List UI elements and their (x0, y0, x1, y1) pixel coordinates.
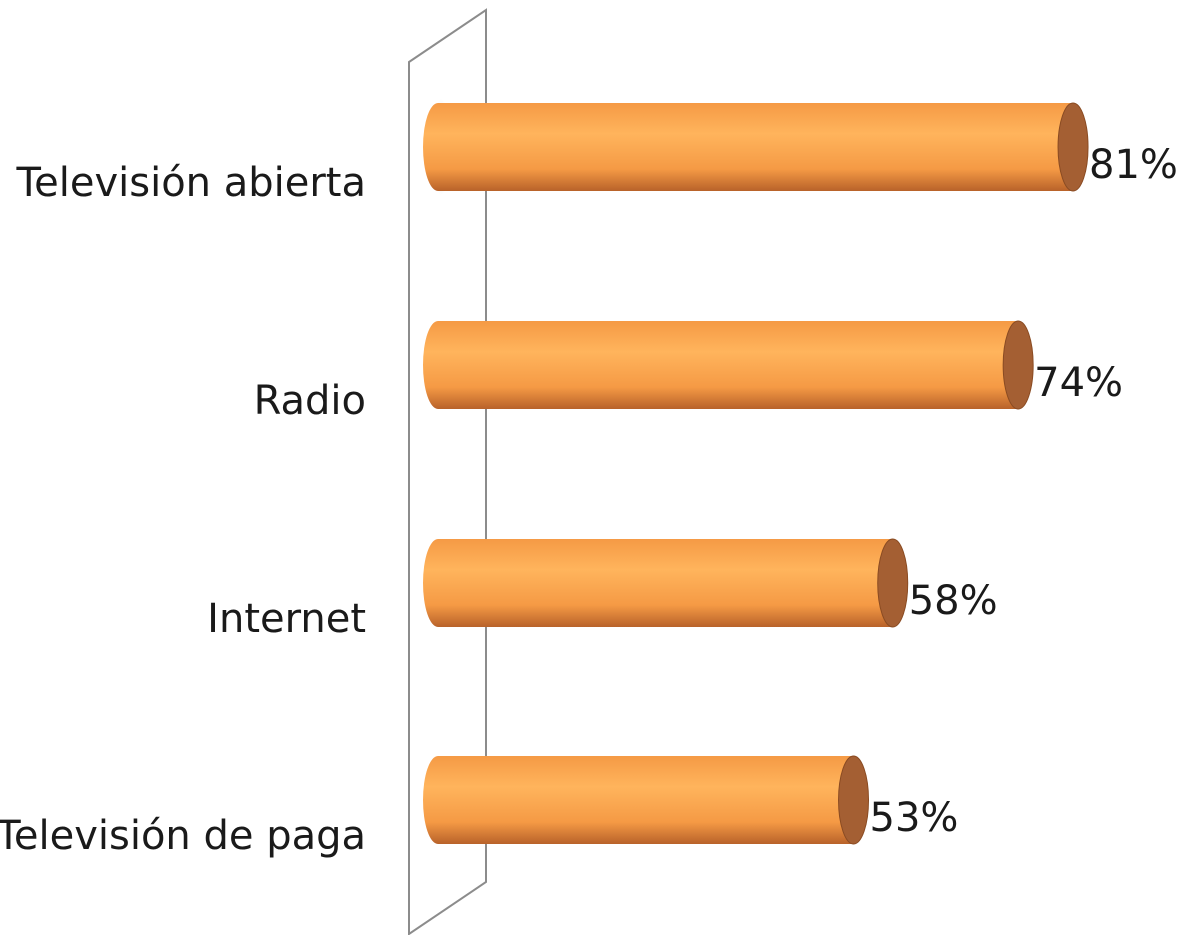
bar-body-internet (423, 539, 893, 627)
bar-radio (423, 321, 1033, 409)
category-label-television-de-paga: Televisión de paga (0, 813, 366, 859)
value-label-television-de-paga: 53% (870, 795, 959, 841)
bar-cap-television-abierta (1058, 103, 1088, 191)
bar-body-radio (423, 321, 1018, 409)
category-label-radio: Radio (254, 378, 366, 424)
category-label-internet: Internet (207, 596, 366, 642)
bar-internet (423, 539, 908, 627)
bar-television-de-paga (423, 756, 869, 844)
value-label-radio: 74% (1034, 360, 1123, 406)
bar-cap-television-de-paga (839, 756, 869, 844)
bar-body-television-abierta (423, 103, 1073, 191)
bar-cap-internet (878, 539, 908, 627)
category-label-television-abierta: Televisión abierta (15, 160, 366, 206)
labels-layer: Televisión abierta 81% Radio 74% Internet 58%… (0, 142, 1178, 859)
bars-layer (423, 103, 1088, 844)
bar-body-television-de-paga (423, 756, 854, 844)
value-label-internet: 58% (909, 578, 998, 624)
value-label-television-abierta: 81% (1089, 142, 1178, 188)
bar-cap-radio (1003, 321, 1033, 409)
bar-television-abierta (423, 103, 1088, 191)
